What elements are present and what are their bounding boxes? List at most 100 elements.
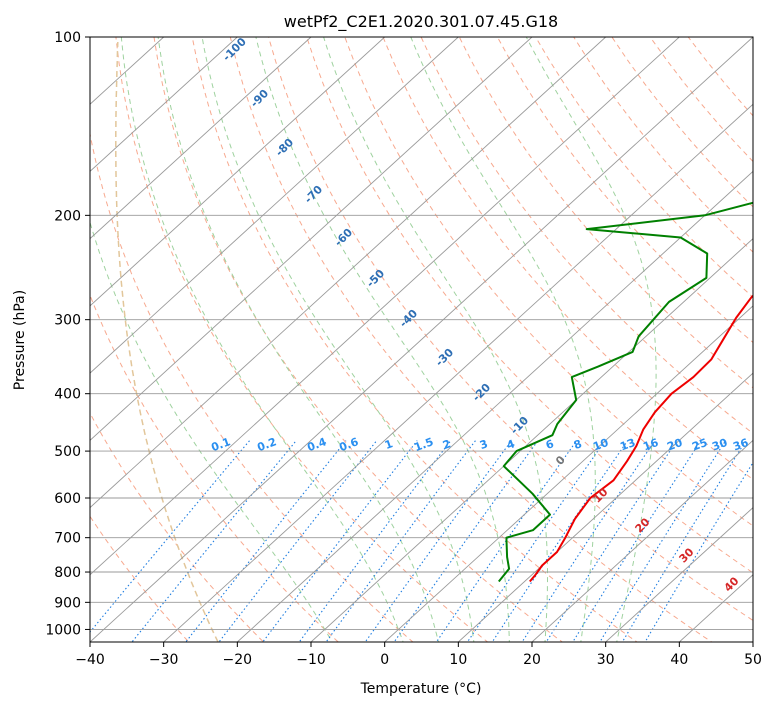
dry-adiabat-line (382, 37, 753, 481)
dry-adiabat-line (344, 37, 753, 527)
dry-adiabat-line (90, 515, 190, 642)
x-tick-label: 0 (380, 652, 389, 668)
dry-adiabat-line (535, 37, 753, 298)
x-tick-label: −10 (296, 652, 326, 668)
isotherm-label: -70 (302, 183, 325, 206)
isotherm-line (236, 170, 753, 642)
dry-adiabat-line (496, 37, 753, 344)
mixing-ratio-line (262, 440, 418, 642)
dry-adiabat-line (420, 37, 753, 435)
mixing-ratio-label: 4 (505, 437, 517, 452)
mixing-ratio-line (599, 440, 727, 642)
dry-adiabat-line (115, 37, 489, 642)
y-tick-label: 1000 (45, 622, 81, 638)
chart-title: wetPf2_C2E1.2020.301.07.45.G18 (284, 12, 558, 32)
x-tick-label: 50 (744, 652, 762, 668)
mixing-ratio-line (521, 440, 656, 642)
mixing-ratio-line (298, 440, 452, 642)
mixing-ratio-label: 0.6 (337, 435, 360, 454)
mixing-ratio-label: 30 (710, 436, 729, 454)
mixing-ratio-line (572, 440, 702, 642)
x-tick-label: 30 (597, 652, 615, 668)
isotherm-label: -50 (364, 267, 387, 290)
mixing-ratio-line (491, 440, 629, 642)
isotherm-label: 0 (553, 453, 568, 468)
isotherm-line (384, 305, 753, 642)
boundary-curve (115, 41, 219, 642)
isotherm-label: 10 (591, 485, 611, 505)
moist-adiabat-line (255, 37, 510, 642)
x-tick-label: −30 (149, 652, 179, 668)
y-tick-label: 800 (54, 565, 81, 581)
isotherm-label: 20 (633, 515, 653, 535)
plot-frame (89, 36, 754, 643)
y-tick-label: 900 (54, 595, 81, 611)
mixing-ratio-label: 0.4 (305, 435, 328, 454)
isotherm-label: -60 (332, 226, 355, 249)
dry-adiabat-line (153, 37, 564, 642)
x-tick-label: 20 (523, 652, 541, 668)
dry-adiabat-line (573, 37, 753, 253)
isotherm-label: 40 (722, 574, 742, 594)
dewpoint-profile-line (498, 201, 753, 583)
isotherm-line (310, 238, 753, 642)
isotherm-line (90, 37, 312, 240)
y-tick-label: 300 (54, 313, 81, 329)
isotherm-line (163, 103, 753, 642)
moist-adiabat-line (90, 220, 333, 642)
mixing-ratio-label: 1.5 (412, 435, 435, 454)
isotherm-label: -90 (248, 87, 271, 110)
mixing-ratio-line (621, 440, 747, 642)
x-tick-label: −20 (223, 652, 253, 668)
isotherm-line (90, 37, 533, 441)
isotherm-line (90, 37, 753, 642)
mixing-ratio-line (90, 440, 251, 633)
isotherm-line (90, 37, 607, 509)
moist-adiabat-line (410, 37, 596, 642)
mixing-ratio-label: 25 (690, 436, 709, 453)
x-tick-label: 10 (449, 652, 467, 668)
dry-adiabat-line (458, 37, 753, 389)
isotherm-line (90, 37, 238, 173)
dry-adiabat-line (90, 412, 265, 642)
isotherm-line (90, 37, 680, 576)
mixing-ratio-line (644, 461, 753, 642)
isotherm-line (531, 439, 753, 642)
x-tick-label: 40 (670, 652, 688, 668)
moist-adiabat-line (201, 37, 475, 642)
dry-adiabat-line (229, 37, 713, 642)
mixing-ratio-line (218, 440, 378, 642)
dry-adiabat-line (90, 293, 339, 642)
mixing-ratio-line (131, 440, 297, 642)
mixing-ratio-line (466, 440, 606, 642)
mixing-ratio-label: 36 (731, 436, 750, 454)
y-tick-label: 600 (54, 491, 81, 507)
mixing-ratio-label: 16 (641, 436, 660, 454)
dry-adiabat-line (90, 131, 414, 642)
mixing-ratio-label: 13 (618, 436, 637, 453)
mixing-ratio-label: 10 (591, 436, 610, 454)
mixing-ratio-label: 20 (665, 436, 684, 454)
isotherm-line (90, 37, 459, 374)
mixing-ratio-line (393, 440, 539, 642)
isotherm-label: -80 (273, 136, 296, 159)
dry-adiabat-line (191, 37, 638, 642)
mixing-ratio-label: 3 (478, 437, 490, 452)
mixing-ratio-label: 0.1 (209, 435, 232, 454)
y-axis-label: Pressure (hPa) (12, 290, 28, 390)
y-tick-label: 700 (54, 531, 81, 547)
dry-adiabat-line (267, 37, 753, 622)
isotherm-label: -10 (508, 414, 531, 437)
isotherm-label: 30 (677, 545, 697, 565)
isotherm-label: -40 (397, 307, 420, 330)
isotherm-label: -20 (470, 381, 493, 404)
mixing-ratio-label: 8 (572, 437, 584, 452)
isotherm-line (605, 506, 753, 642)
y-tick-label: 500 (54, 444, 81, 460)
moist-adiabat-line (120, 37, 404, 642)
isotherm-label: -100 (220, 35, 249, 64)
dry-adiabat-line (649, 37, 753, 163)
isotherm-line (90, 37, 386, 307)
mixing-ratio-label: 6 (544, 437, 556, 452)
